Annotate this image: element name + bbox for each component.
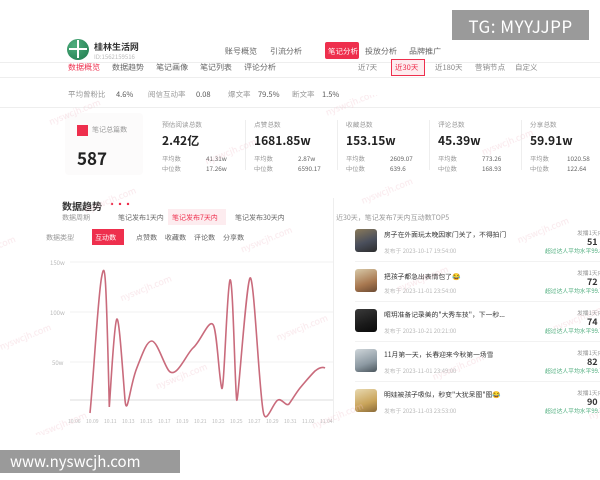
svg-text:100w: 100w bbox=[50, 308, 65, 317]
svg-text:150w: 150w bbox=[50, 258, 65, 267]
svg-text:50w: 50w bbox=[52, 358, 64, 367]
